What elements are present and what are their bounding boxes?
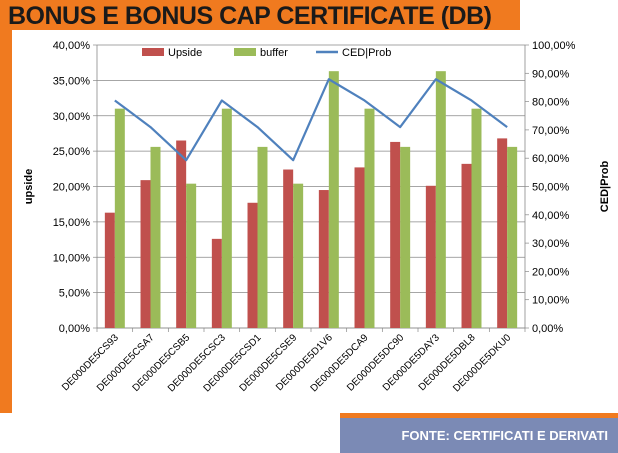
right-tick-label: 20,00%: [532, 266, 570, 278]
y-axis-title: upside: [23, 169, 35, 204]
source-prefix: FONTE:: [401, 428, 454, 443]
bar-upside: [497, 138, 508, 328]
bar-buffer: [435, 71, 446, 329]
chart-panel: 0,00% 5,00% 10,00% 15,00% 20,00% 25,00% 30,00%…: [12, 30, 618, 413]
right-tick-label: 100,00%: [532, 40, 576, 52]
bar-upside: [318, 190, 329, 328]
left-tick-label: 10,00%: [53, 252, 91, 264]
left-tick-label: 20,00%: [53, 182, 91, 194]
bar-buffer: [293, 183, 304, 328]
source-name: CERTIFICATI E DERIVATI: [453, 428, 608, 443]
ced-prob-line: [114, 78, 508, 162]
left-tick-label: 5,00%: [59, 288, 90, 300]
left-tick-label: 30,00%: [53, 111, 91, 123]
bar-buffer: [400, 146, 411, 328]
source-label: FONTE: CERTIFICATI E DERIVATI: [401, 428, 608, 443]
right-tick-label: 30,00%: [532, 238, 570, 250]
legend-label: Upside: [168, 47, 202, 59]
source-bar: FONTE: CERTIFICATI E DERIVATI: [340, 418, 618, 453]
right-tick-label: 80,00%: [532, 97, 570, 109]
bar-buffer: [328, 71, 339, 329]
footer-panel: [0, 413, 340, 453]
right-tick-label: 40,00%: [532, 210, 570, 222]
bar-upside: [176, 140, 187, 328]
right-tick-label: 50,00%: [532, 182, 570, 194]
right-tick-label: 10,00%: [532, 295, 570, 307]
bar-upside: [283, 169, 294, 328]
bar-upside: [390, 141, 401, 328]
right-tick-label: 60,00%: [532, 153, 570, 165]
page-title: BONUS E BONUS CAP CERTIFICATE (DB): [8, 2, 492, 30]
y2-axis-title: CED|Prob: [599, 161, 611, 213]
bar-upside: [461, 163, 472, 328]
corner-panel: [520, 0, 618, 30]
bar-buffer: [150, 146, 161, 328]
bar-buffer: [114, 108, 125, 328]
bar-upside: [247, 202, 258, 328]
bar-buffer: [507, 146, 518, 328]
left-tick-label: 35,00%: [53, 75, 91, 87]
right-tick-label: 70,00%: [532, 125, 570, 137]
bar-upside: [211, 238, 222, 328]
left-tick-label: 15,00%: [53, 217, 91, 229]
legend-label: buffer: [260, 47, 288, 59]
bar-buffer: [471, 108, 482, 328]
right-tick-label: 0,00%: [532, 323, 563, 335]
legend-swatch: [234, 48, 256, 56]
bar-buffer: [221, 108, 232, 328]
bar-upside: [140, 180, 151, 328]
bar-upside: [425, 185, 436, 328]
bar-upside: [354, 167, 365, 328]
chart: 0,00% 5,00% 10,00% 15,00% 20,00% 25,00% 30,00%…: [23, 40, 611, 394]
bar-buffer: [364, 108, 375, 328]
left-tick-label: 40,00%: [53, 40, 91, 52]
bar-buffer: [257, 146, 268, 328]
right-tick-label: 90,00%: [532, 68, 570, 80]
legend-swatch: [142, 48, 164, 56]
legend-label: CED|Prob: [342, 47, 391, 59]
left-tick-label: 25,00%: [53, 146, 91, 158]
left-tick-label: 0,00%: [59, 323, 90, 335]
bar-buffer: [186, 183, 197, 328]
bar-upside: [104, 212, 115, 328]
